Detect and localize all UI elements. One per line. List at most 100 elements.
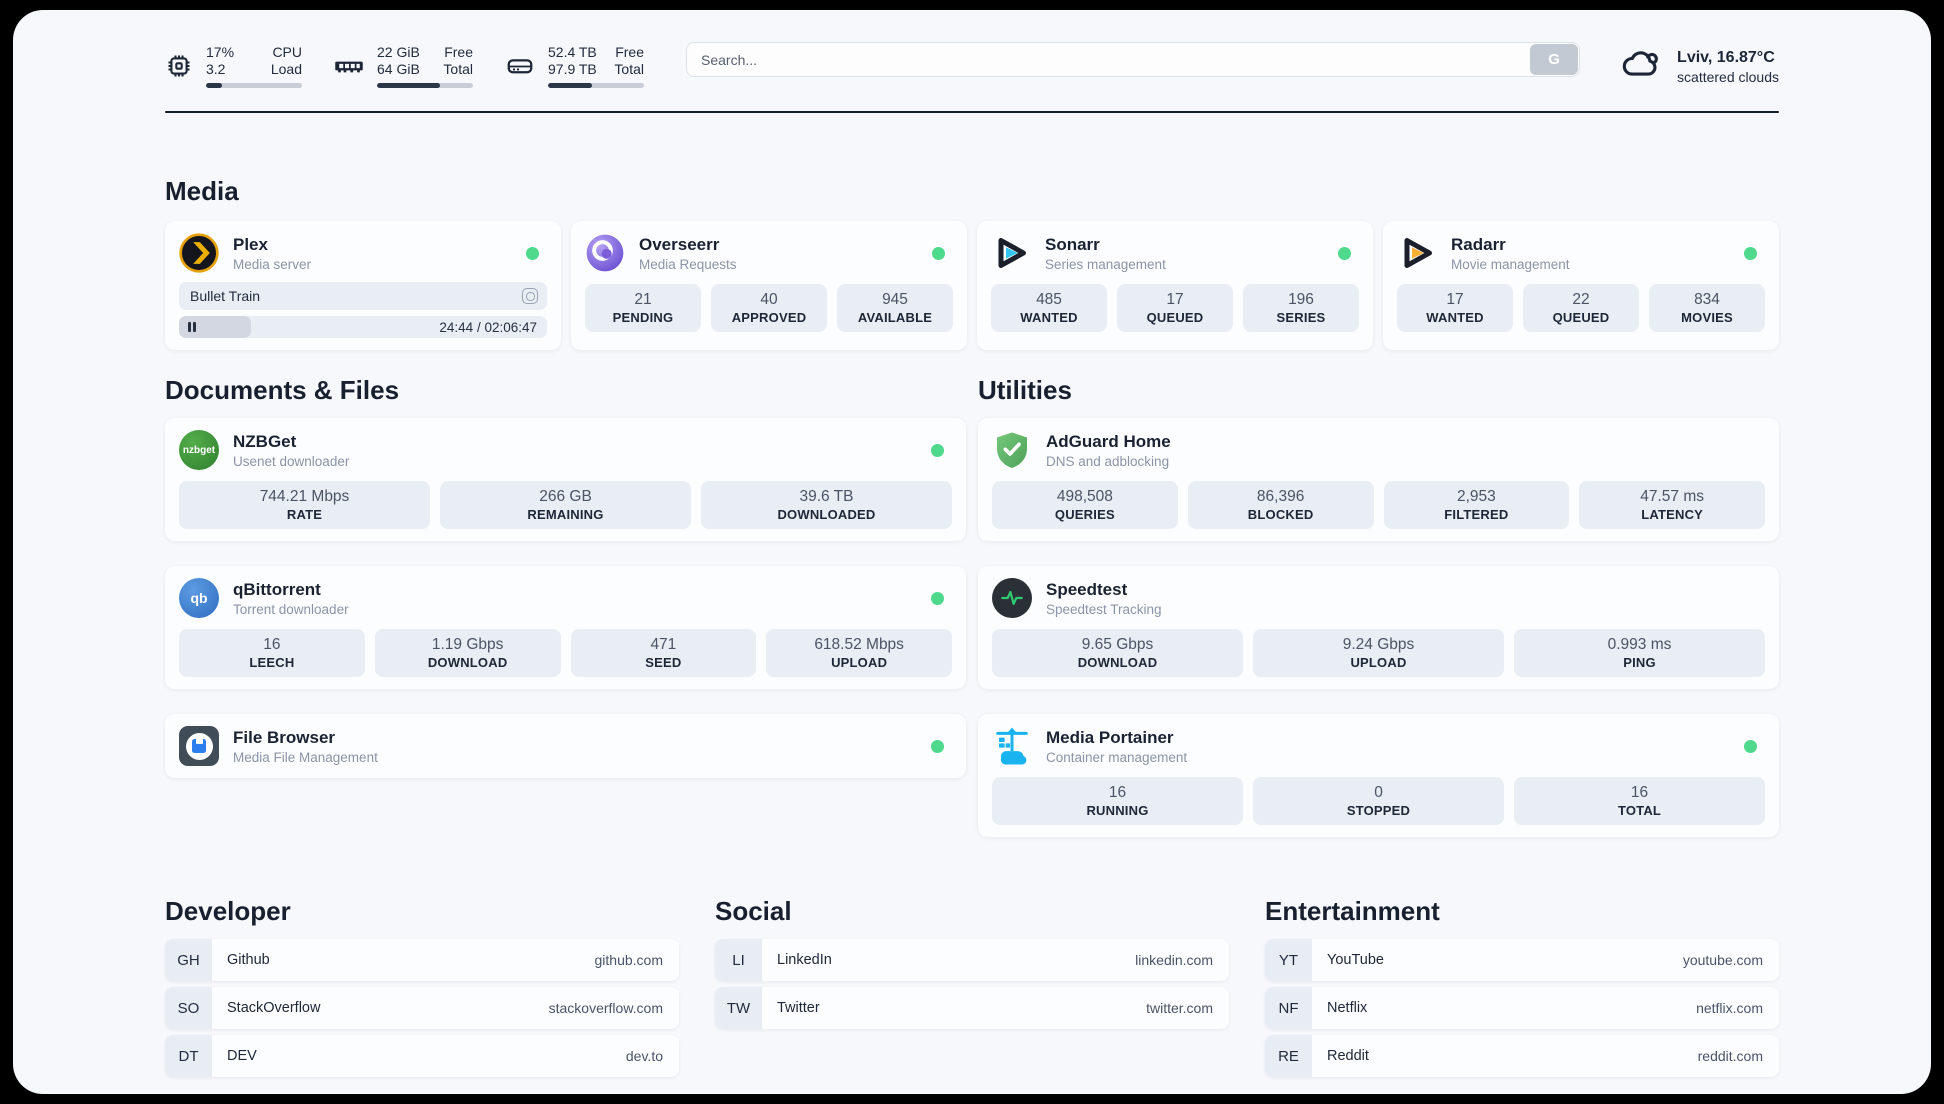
app-name: Media Portainer — [1046, 727, 1174, 747]
link-abbr: TW — [715, 987, 762, 1029]
link-youtube[interactable]: YT YouTube youtube.com — [1265, 939, 1779, 981]
developer-column: Developer GH Github github.com SO StackO… — [165, 837, 679, 1083]
section-title-documents: Documents & Files — [165, 375, 400, 405]
stat-download: 1.19 Gbps DOWNLOAD — [374, 629, 561, 677]
memory-total-value: 64 GiB — [377, 61, 420, 77]
app-card-overseerr[interactable]: Overseerr Media Requests 21 PENDING 40 A… — [571, 221, 967, 350]
status-dot — [931, 443, 944, 457]
stat-queries: 498,508 QUERIES — [992, 481, 1178, 529]
app-card-portainer[interactable]: Media Portainer Container management 16 … — [978, 714, 1779, 837]
now-playing-row: Bullet Train — [179, 282, 547, 310]
radarr-icon — [1397, 233, 1437, 273]
stat-downloaded: 39.6 TB DOWNLOADED — [701, 481, 952, 529]
cloud-icon — [1620, 42, 1664, 91]
middle-grid: Documents & Files nzbget NZBGet Usenet d… — [165, 350, 1779, 837]
player-time: 24:44 / 02:06:47 — [439, 319, 537, 335]
section-title-utilities: Utilities — [978, 375, 1072, 405]
app-name: NZBGet — [233, 431, 297, 451]
section-title-social: Social — [715, 896, 792, 926]
cpu-stat: 17% CPU 3.2 Load — [165, 44, 302, 88]
link-url: stackoverflow.com — [548, 1000, 663, 1016]
stat-queued: 17 QUEUED — [1117, 284, 1233, 332]
bookmarks-grid: Developer GH Github github.com SO StackO… — [165, 837, 1779, 1083]
player-progress-row[interactable]: 24:44 / 02:06:47 — [179, 316, 547, 338]
app-subtitle: Usenet downloader — [233, 453, 350, 469]
section-title-entertainment: Entertainment — [1265, 896, 1440, 926]
link-twitter[interactable]: TW Twitter twitter.com — [715, 987, 1229, 1029]
link-name: DEV — [227, 1048, 257, 1064]
cpu-load-value: 3.2 — [206, 61, 226, 77]
stat-pending: 21 PENDING — [585, 284, 701, 332]
app-card-speedtest[interactable]: Speedtest Speedtest Tracking 9.65 Gbps D… — [978, 566, 1779, 689]
stat-remaining: 266 GB REMAINING — [440, 481, 691, 529]
system-stats: 17% CPU 3.2 Load 22 GiB Free — [165, 40, 644, 88]
disk-progress-bar — [548, 83, 644, 88]
disk-total-value: 97.9 TB — [548, 61, 597, 77]
link-url: linkedin.com — [1135, 952, 1213, 968]
link-linkedin[interactable]: LI LinkedIn linkedin.com — [715, 939, 1229, 981]
camera-icon[interactable] — [522, 288, 538, 304]
weather-location-temp: Lviv, 16.87°C — [1677, 48, 1775, 66]
link-abbr: YT — [1265, 939, 1312, 981]
link-dev[interactable]: DT DEV dev.to — [165, 1035, 679, 1077]
weather-condition: scattered clouds — [1677, 68, 1779, 85]
app-subtitle: Series management — [1045, 256, 1166, 272]
link-stackoverflow[interactable]: SO StackOverflow stackoverflow.com — [165, 987, 679, 1029]
stat-seed: 471 SEED — [570, 629, 757, 677]
stat-rate: 744.21 Mbps RATE — [179, 481, 430, 529]
link-url: netflix.com — [1696, 1000, 1763, 1016]
stat-stopped: 0 STOPPED — [1253, 777, 1504, 825]
section-title-media: Media — [165, 176, 239, 206]
link-github[interactable]: GH Github github.com — [165, 939, 679, 981]
nzbget-icon: nzbget — [179, 430, 219, 470]
status-dot — [1744, 739, 1757, 753]
adguard-icon — [992, 430, 1032, 470]
app-card-filebrowser[interactable]: File Browser Media File Management — [165, 714, 966, 778]
player-progress-fill — [179, 316, 251, 338]
stat-total: 16 TOTAL — [1514, 777, 1765, 825]
status-dot — [1744, 246, 1757, 260]
app-card-qbittorrent[interactable]: qb qBittorrent Torrent downloader 16 LEE… — [165, 566, 966, 689]
memory-icon — [334, 51, 364, 81]
stat-queued: 22 QUEUED — [1523, 284, 1639, 332]
stat-series: 196 SERIES — [1243, 284, 1359, 332]
now-playing-title: Bullet Train — [190, 288, 261, 304]
weather-widget: Lviv, 16.87°C scattered clouds — [1620, 40, 1779, 91]
app-card-radarr[interactable]: Radarr Movie management 17 WANTED 22 QUE… — [1383, 221, 1779, 350]
app-card-sonarr[interactable]: Sonarr Series management 485 WANTED 17 Q… — [977, 221, 1373, 350]
status-dot — [1338, 246, 1351, 260]
pause-button[interactable] — [188, 316, 196, 338]
app-card-adguard[interactable]: AdGuard Home DNS and adblocking 498,508 … — [978, 418, 1779, 541]
app-card-nzbget[interactable]: nzbget NZBGet Usenet downloader 744.21 M… — [165, 418, 966, 541]
entertainment-column: Entertainment YT YouTube youtube.com NF … — [1265, 837, 1779, 1083]
link-url: reddit.com — [1697, 1048, 1763, 1064]
link-name: LinkedIn — [777, 952, 832, 968]
stat-wanted: 485 WANTED — [991, 284, 1107, 332]
app-subtitle: DNS and adblocking — [1046, 453, 1170, 469]
memory-free-label: Free — [444, 44, 473, 60]
link-name: StackOverflow — [227, 1000, 321, 1016]
search-engine-button[interactable]: G — [1530, 44, 1579, 75]
app-subtitle: Movie management — [1451, 256, 1570, 272]
stat-approved: 40 APPROVED — [711, 284, 827, 332]
stat-latency: 47.57 ms LATENCY — [1579, 481, 1765, 529]
app-card-plex[interactable]: Plex Media server Bullet Train 24:44 / 0… — [165, 221, 561, 350]
stat-leech: 16 LEECH — [179, 629, 365, 677]
link-abbr: NF — [1265, 987, 1312, 1029]
dashboard-page: 17% CPU 3.2 Load 22 GiB Free — [13, 10, 1931, 1094]
top-header: 17% CPU 3.2 Load 22 GiB Free — [165, 40, 1779, 91]
link-reddit[interactable]: RE Reddit reddit.com — [1265, 1035, 1779, 1077]
stat-upload: 9.24 Gbps UPLOAD — [1253, 629, 1504, 677]
search-input[interactable] — [686, 42, 1581, 77]
link-abbr: SO — [165, 987, 212, 1029]
disk-free-label: Free — [615, 44, 644, 60]
memory-stat: 22 GiB Free 64 GiB Total — [334, 44, 473, 88]
stat-filtered: 2,953 FILTERED — [1383, 481, 1570, 529]
app-name: qBittorrent — [233, 579, 321, 599]
link-netflix[interactable]: NF Netflix netflix.com — [1265, 987, 1779, 1029]
link-url: dev.to — [625, 1048, 663, 1064]
link-url: youtube.com — [1682, 952, 1763, 968]
app-subtitle: Container management — [1046, 749, 1188, 765]
status-dot — [526, 246, 539, 260]
filebrowser-icon — [179, 726, 219, 766]
